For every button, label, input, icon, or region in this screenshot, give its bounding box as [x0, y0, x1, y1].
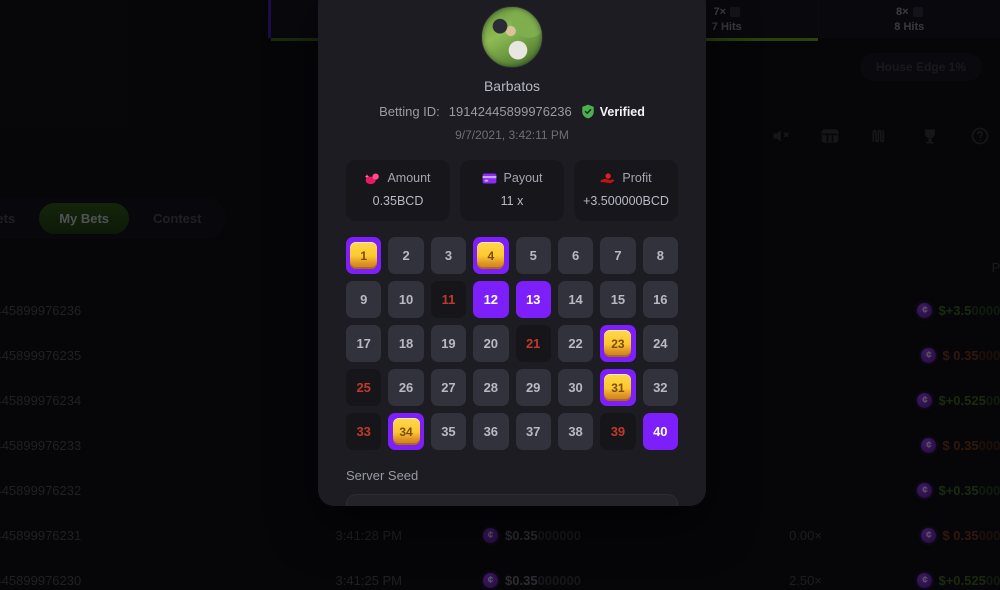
grid-cell-20[interactable]: 20 — [473, 325, 509, 362]
grid-cell-31[interactable]: 31 — [600, 369, 636, 406]
number-grid: 1 2 3 4 5 6 7 8 9 10 11 12 13 14 15 16 17 18 19 20 21 22 23 24 2… — [346, 237, 678, 450]
gold-tile-icon: 34 — [392, 418, 420, 445]
grid-cell-8[interactable]: 8 — [642, 237, 678, 274]
bet-datetime: 9/7/2021, 3:42:11 PM — [455, 128, 569, 142]
grid-cell-25[interactable]: 25 — [346, 369, 382, 406]
grid-cell-38[interactable]: 38 — [557, 413, 594, 450]
avatar — [481, 6, 543, 68]
grid-cell-14[interactable]: 14 — [557, 281, 594, 318]
coins-icon — [365, 173, 380, 184]
grid-cell-13[interactable]: 13 — [515, 281, 551, 318]
grid-cell-17[interactable]: 17 — [346, 325, 382, 362]
bet-detail-modal: Barbatos Betting ID: 19142445899976236 V… — [318, 0, 706, 506]
grid-cell-36[interactable]: 36 — [473, 413, 509, 450]
grid-cell-10[interactable]: 10 — [388, 281, 424, 318]
grid-cell-9[interactable]: 9 — [346, 281, 382, 318]
grid-cell-12[interactable]: 12 — [473, 281, 509, 318]
grid-cell-21[interactable]: 21 — [515, 325, 551, 362]
verified-label: Verified — [599, 104, 645, 119]
grid-cell-26[interactable]: 26 — [388, 369, 424, 406]
stat-label: Amount — [387, 171, 431, 185]
betting-id-label: Betting ID: — [379, 104, 440, 119]
stat-value: +3.500000BCD — [583, 194, 669, 208]
grid-cell-1[interactable]: 1 — [346, 237, 382, 274]
grid-cell-23[interactable]: 23 — [600, 325, 636, 362]
grid-cell-2[interactable]: 2 — [388, 237, 424, 274]
shield-check-icon — [581, 104, 594, 119]
server-seed-label: Server Seed — [346, 468, 419, 483]
stat-card-profit: Profit +3.500000BCD — [574, 160, 678, 221]
server-seed-input[interactable] — [346, 494, 678, 506]
grid-cell-35[interactable]: 35 — [430, 413, 467, 450]
grid-cell-18[interactable]: 18 — [388, 325, 424, 362]
stat-label: Profit — [622, 171, 652, 185]
stat-value: 11 x — [500, 194, 524, 208]
hand-coin-icon — [601, 172, 615, 183]
grid-cell-19[interactable]: 19 — [430, 325, 467, 362]
grid-cell-16[interactable]: 16 — [642, 281, 678, 318]
grid-cell-33[interactable]: 33 — [346, 413, 382, 450]
grid-cell-39[interactable]: 39 — [600, 413, 636, 450]
grid-cell-27[interactable]: 27 — [430, 369, 467, 406]
stat-cards: Amount 0.35BCD Payout 11 x Profit +3.500000BC… — [346, 160, 678, 221]
grid-cell-11[interactable]: 11 — [430, 281, 467, 318]
grid-cell-37[interactable]: 37 — [515, 413, 551, 450]
stat-value: 0.35BCD — [372, 194, 424, 208]
grid-cell-3[interactable]: 3 — [430, 237, 467, 274]
grid-cell-29[interactable]: 29 — [515, 369, 551, 406]
card-icon — [482, 173, 496, 183]
betting-id-value: 19142445899976236 — [448, 104, 572, 119]
grid-cell-30[interactable]: 30 — [557, 369, 594, 406]
grid-cell-28[interactable]: 28 — [473, 369, 509, 406]
grid-cell-22[interactable]: 22 — [557, 325, 594, 362]
grid-cell-5[interactable]: 5 — [515, 237, 551, 274]
grid-cell-7[interactable]: 7 — [600, 237, 636, 274]
betting-id-row: Betting ID: 19142445899976236 Verified — [346, 104, 678, 119]
stat-card-payout: Payout 11 x — [460, 160, 564, 221]
grid-cell-6[interactable]: 6 — [557, 237, 594, 274]
grid-cell-40[interactable]: 40 — [642, 413, 678, 450]
gold-tile-icon: 23 — [604, 330, 632, 357]
gold-tile-icon: 1 — [350, 242, 378, 269]
grid-cell-34[interactable]: 34 — [388, 413, 424, 450]
stat-card-amount: Amount 0.35BCD — [346, 160, 450, 221]
verified-badge: Verified — [581, 104, 645, 119]
grid-cell-32[interactable]: 32 — [642, 369, 678, 406]
grid-cell-15[interactable]: 15 — [600, 281, 636, 318]
grid-cell-4[interactable]: 4 — [473, 237, 509, 274]
stat-label: Payout — [503, 171, 543, 185]
grid-cell-24[interactable]: 24 — [642, 325, 678, 362]
gold-tile-icon: 31 — [604, 374, 632, 401]
gold-tile-icon: 4 — [477, 242, 505, 269]
username: Barbatos — [483, 78, 541, 94]
